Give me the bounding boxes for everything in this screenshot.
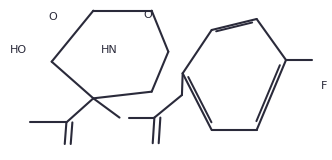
Text: O: O <box>48 12 57 22</box>
Text: F: F <box>320 81 327 91</box>
Text: HN: HN <box>101 45 118 55</box>
Text: O: O <box>143 10 152 20</box>
Text: HO: HO <box>10 45 27 55</box>
